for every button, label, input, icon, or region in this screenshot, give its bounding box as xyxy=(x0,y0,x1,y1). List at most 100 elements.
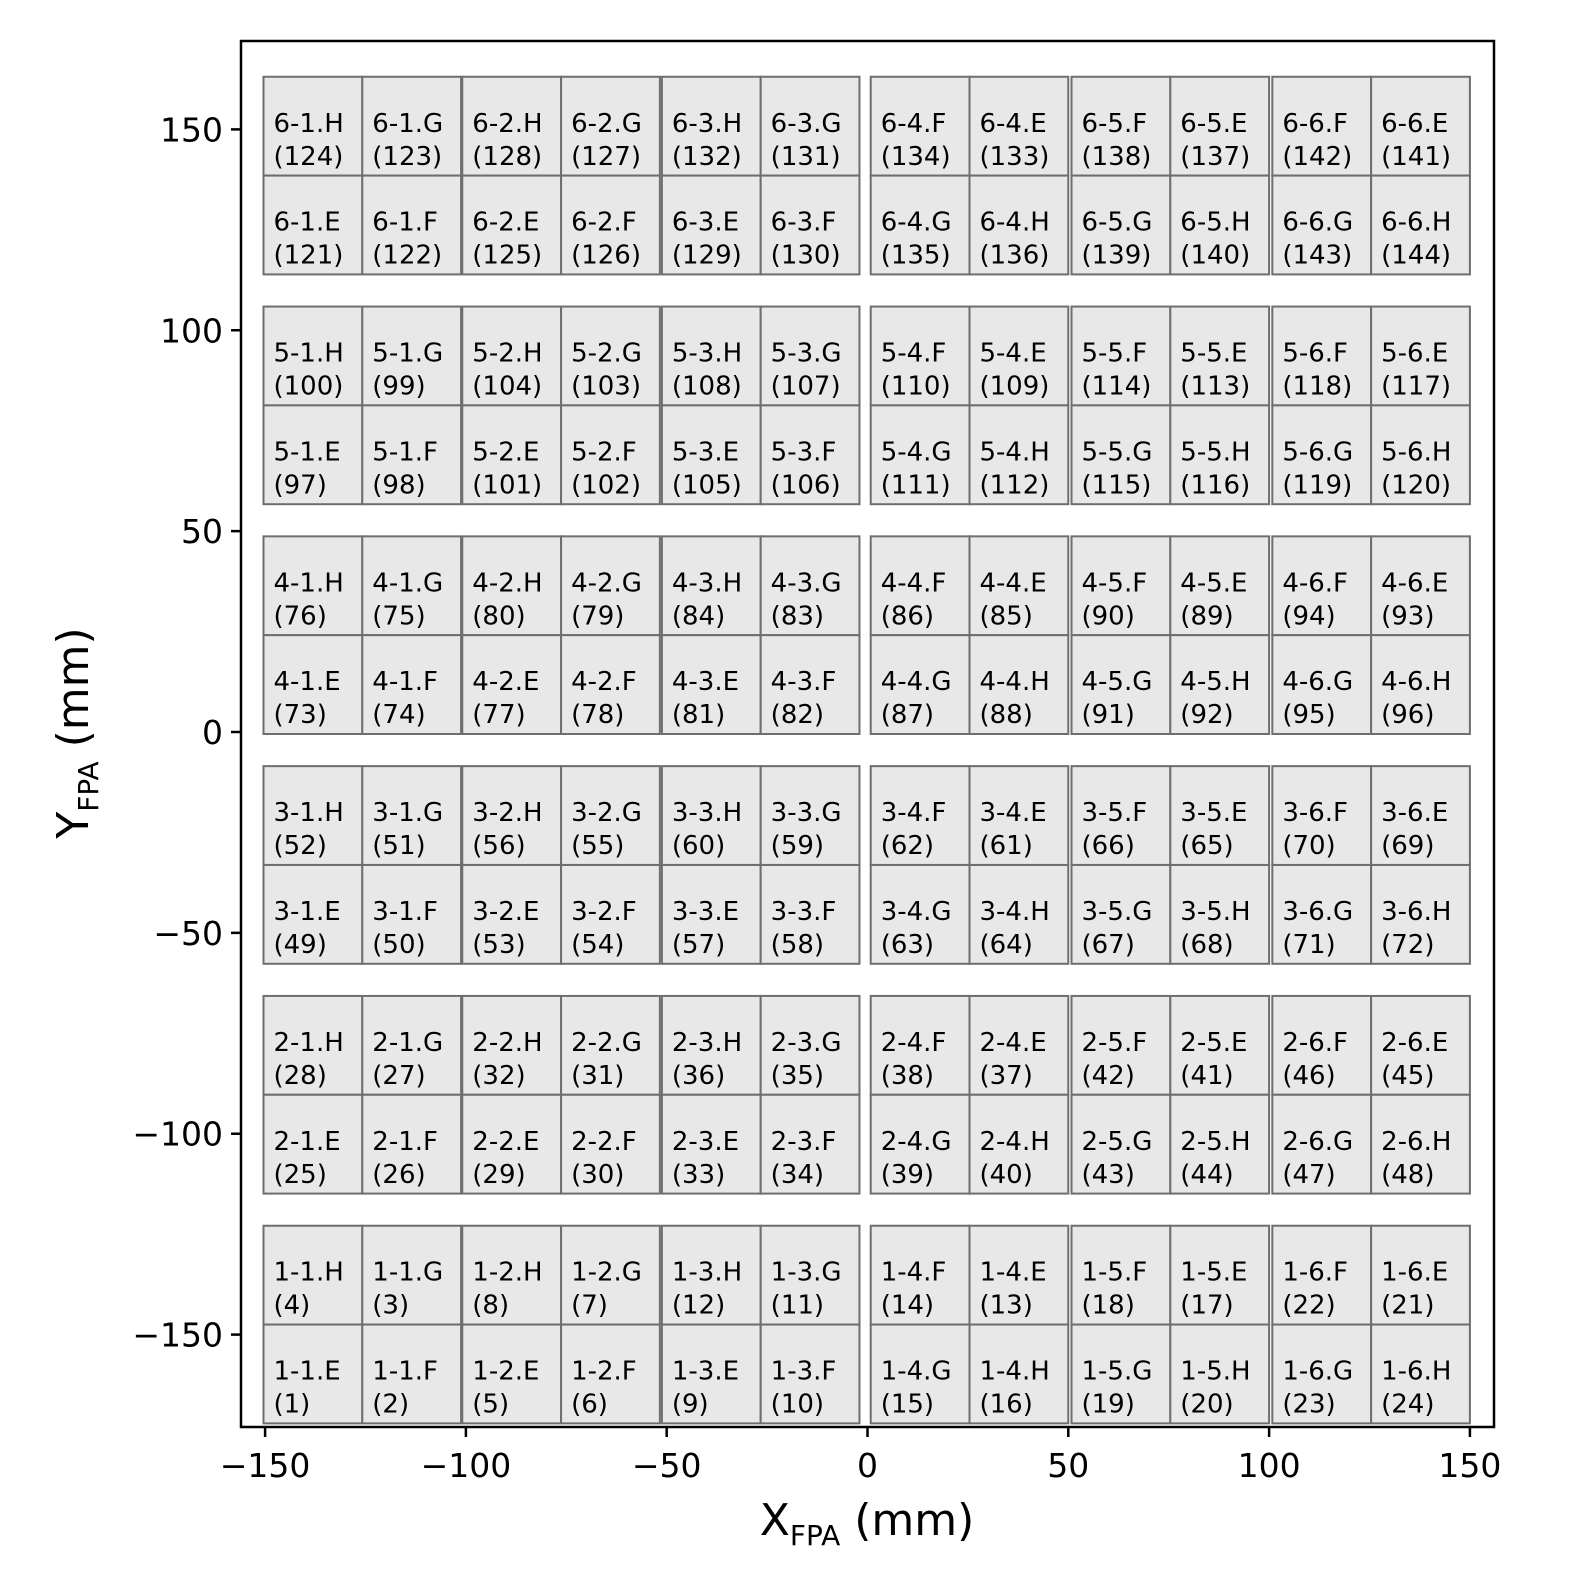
ccd-cell: 6-5.H(140) xyxy=(1169,174,1271,276)
ccd-cell-name: 4-4.H xyxy=(980,667,1050,697)
ccd-cell: 6-3.F(130) xyxy=(759,174,861,276)
ccd-cell-name: 4-1.H xyxy=(273,568,343,598)
x-tick-label: −100 xyxy=(421,1446,512,1485)
ccd-cell-id: (79) xyxy=(571,601,624,631)
ccd-cell-name: 5-4.E xyxy=(980,339,1047,369)
ccd-cell: 5-5.E(113) xyxy=(1169,305,1271,407)
ccd-cell-name: 3-4.G xyxy=(881,897,952,927)
ccd-cell-id: (20) xyxy=(1180,1390,1233,1420)
ccd-cell: 2-4.F(38) xyxy=(869,994,971,1096)
ccd-cell: 1-1.E(1) xyxy=(262,1323,364,1425)
ccd-cell-name: 2-3.E xyxy=(672,1127,739,1157)
ccd-cell: 1-4.G(15) xyxy=(869,1323,971,1425)
ccd-cell: 1-5.H(20) xyxy=(1169,1323,1271,1425)
ccd-cell: 6-3.G(131) xyxy=(759,75,861,177)
y-axis: −150 −100 −50 0 50 100 150 xyxy=(132,110,241,1355)
ccd-cell-rect xyxy=(461,305,563,407)
ccd-cell-rect xyxy=(1169,174,1271,276)
ccd-cell-rect xyxy=(560,305,661,407)
ccd-cell-id: (2) xyxy=(372,1390,409,1420)
ccd-cell: 2-4.E(37) xyxy=(968,994,1070,1096)
ccd-cell-id: (70) xyxy=(1282,831,1335,861)
ccd-cell-name: 2-6.G xyxy=(1282,1127,1353,1157)
ccd-cell: 3-2.H(56) xyxy=(461,765,563,866)
ccd-cell-id: (23) xyxy=(1282,1390,1335,1420)
ccd-cell-rect xyxy=(968,1224,1070,1326)
ccd-cell: 4-2.F(78) xyxy=(560,634,661,736)
ccd-cell: 2-5.G(43) xyxy=(1070,1093,1172,1195)
ccd-cell-name: 5-2.G xyxy=(571,339,642,369)
ccd-cell-rect xyxy=(968,994,1070,1096)
ccd-cell-id: (13) xyxy=(980,1291,1033,1321)
ccd-cell-rect xyxy=(759,174,861,276)
ccd-cell: 5-1.H(100) xyxy=(262,305,364,407)
ccd-cell-name: 5-3.E xyxy=(672,437,739,467)
ccd-cell-name: 2-6.F xyxy=(1282,1028,1348,1058)
ccd-cell-rect xyxy=(968,863,1070,965)
ccd-cell-id: (135) xyxy=(881,241,951,271)
ccd-cell-rect xyxy=(262,1224,364,1326)
ccd-cell-id: (26) xyxy=(372,1160,425,1190)
ccd-cell-id: (35) xyxy=(771,1061,824,1091)
ccd-cell-rect xyxy=(1370,994,1471,1096)
ccd-cell-name: 6-1.H xyxy=(273,109,343,139)
ccd-cell-id: (5) xyxy=(472,1390,509,1420)
ccd-cell-rect xyxy=(461,994,563,1096)
ccd-cell-name: 6-2.G xyxy=(571,109,642,139)
ccd-cell: 2-2.G(31) xyxy=(560,994,661,1096)
ccd-cell: 2-2.H(32) xyxy=(461,994,563,1096)
ccd-cell: 5-5.F(114) xyxy=(1070,305,1172,407)
ccd-cell-id: (127) xyxy=(571,142,641,172)
x-tick-label: 150 xyxy=(1438,1446,1501,1485)
ccd-cell-rect xyxy=(262,634,364,736)
ccd-cell-rect xyxy=(1070,863,1172,965)
ccd-cell-name: 3-3.H xyxy=(672,798,742,828)
ccd-cell-name: 3-5.G xyxy=(1082,897,1153,927)
ccd-cell-name: 4-2.F xyxy=(571,667,637,697)
ccd-cell-id: (104) xyxy=(472,372,542,402)
ccd-cell-id: (65) xyxy=(1180,831,1233,861)
ccd-cell-id: (98) xyxy=(372,470,425,500)
ccd-cell-name: 5-2.F xyxy=(571,437,637,467)
ccd-cell-name: 1-6.E xyxy=(1381,1258,1448,1288)
ccd-cell-name: 1-2.G xyxy=(571,1258,642,1288)
ccd-cell-id: (106) xyxy=(771,470,841,500)
ccd-cell-id: (112) xyxy=(980,470,1050,500)
ccd-cell-name: 2-1.G xyxy=(372,1028,443,1058)
ccd-cell: 2-5.F(42) xyxy=(1070,994,1172,1096)
ccd-cell-rect xyxy=(1070,404,1172,506)
ccd-cell-id: (107) xyxy=(771,372,841,402)
ccd-cell-id: (51) xyxy=(372,831,425,861)
ccd-cell: 4-1.H(76) xyxy=(262,535,364,637)
ccd-cell: 6-1.G(123) xyxy=(361,75,463,177)
ccd-cell-name: 2-5.H xyxy=(1180,1127,1250,1157)
ccd-cell-rect xyxy=(560,404,661,506)
ccd-cell-name: 5-1.F xyxy=(372,437,438,467)
ccd-cell-name: 1-1.E xyxy=(273,1357,340,1387)
ccd-cell-name: 6-4.G xyxy=(881,208,952,238)
ccd-cell-rect xyxy=(869,634,971,736)
ccd-cell: 5-6.E(117) xyxy=(1370,305,1471,407)
ccd-cell-rect xyxy=(560,1224,661,1326)
ccd-cell: 6-4.G(135) xyxy=(869,174,971,276)
ccd-cell-name: 2-1.F xyxy=(372,1127,438,1157)
ccd-cell-id: (49) xyxy=(273,930,326,960)
ccd-cell-name: 3-4.F xyxy=(881,798,947,828)
ccd-cell-rect xyxy=(361,765,463,866)
ccd-cell: 1-3.E(9) xyxy=(660,1323,762,1425)
ccd-cell-name: 3-3.E xyxy=(672,897,739,927)
ccd-cell: 6-3.H(132) xyxy=(660,75,762,177)
ccd-cell-id: (108) xyxy=(672,372,742,402)
ccd-cell-id: (102) xyxy=(571,470,641,500)
ccd-cell-rect xyxy=(361,1224,463,1326)
ccd-cell: 3-5.E(65) xyxy=(1169,765,1271,866)
ccd-cell-id: (25) xyxy=(273,1160,326,1190)
ccd-cell-name: 3-2.G xyxy=(571,798,642,828)
ccd-cell: 5-3.H(108) xyxy=(660,305,762,407)
ccd-cell: 4-6.G(95) xyxy=(1271,634,1373,736)
ccd-cell-id: (50) xyxy=(372,930,425,960)
ccd-cell-name: 4-6.E xyxy=(1381,568,1448,598)
ccd-cell-name: 5-6.H xyxy=(1381,437,1451,467)
ccd-cell-id: (52) xyxy=(273,831,326,861)
